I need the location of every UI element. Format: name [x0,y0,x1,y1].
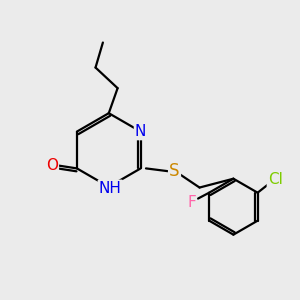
Text: Cl: Cl [268,172,283,187]
Text: O: O [46,158,58,173]
Text: N: N [135,124,146,139]
Text: NH: NH [99,181,122,196]
Text: S: S [169,162,180,180]
Text: F: F [187,196,196,211]
